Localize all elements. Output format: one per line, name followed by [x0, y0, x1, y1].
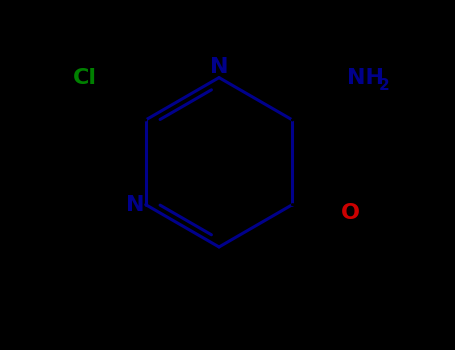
Text: Cl: Cl	[73, 68, 97, 88]
Text: O: O	[340, 203, 359, 223]
Text: N: N	[126, 195, 145, 215]
Text: 2: 2	[379, 78, 389, 93]
Text: N: N	[210, 57, 228, 77]
Text: NH: NH	[348, 68, 384, 88]
